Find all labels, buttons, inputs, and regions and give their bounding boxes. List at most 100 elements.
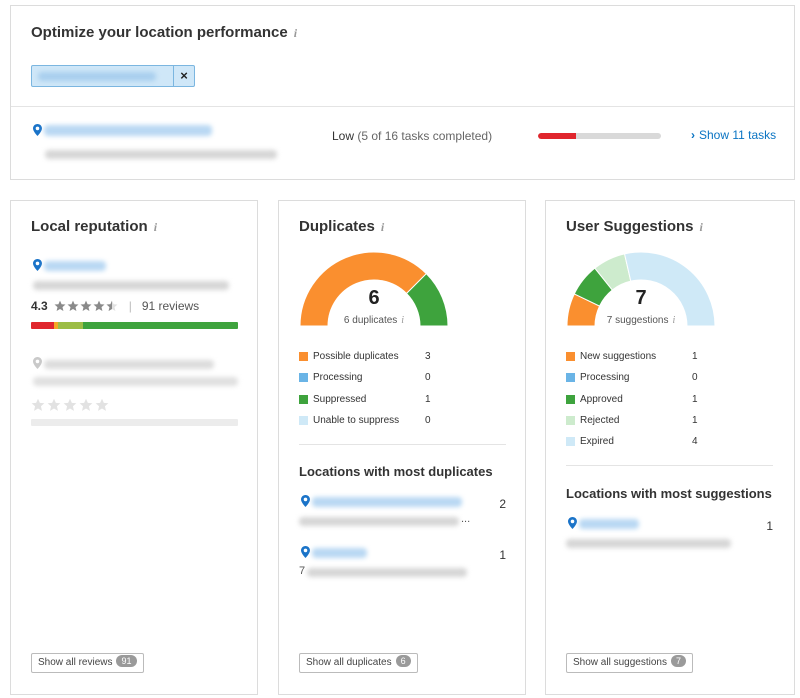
empty-rating-stars bbox=[31, 398, 111, 412]
legend-label: Suppressed bbox=[313, 393, 367, 405]
button-label: Show all duplicates bbox=[306, 657, 392, 668]
legend-label: Processing bbox=[580, 372, 630, 384]
legend-item: Unable to suppress 0 bbox=[299, 410, 449, 431]
address-prefix: 7 bbox=[299, 565, 306, 577]
legend-item: New suggestions 1 bbox=[566, 346, 716, 367]
legend-item: Processing 0 bbox=[566, 367, 716, 388]
legend-item: Approved 1 bbox=[566, 389, 716, 410]
legend-item: Rejected 1 bbox=[566, 410, 716, 431]
location-address-redacted bbox=[299, 517, 459, 526]
legend-value: 1 bbox=[692, 415, 698, 427]
duplicates-gauge: 6 6 duplicates i bbox=[299, 251, 449, 329]
gauge-total: 6 bbox=[368, 287, 380, 309]
rating-bar-segment bbox=[31, 322, 54, 329]
info-icon[interactable]: i bbox=[153, 220, 158, 234]
rating-bar-segment bbox=[82, 322, 238, 329]
gauge-caption-text: 6 duplicates bbox=[343, 315, 398, 326]
show-all-duplicates-button[interactable]: Show all duplicates 6 bbox=[299, 653, 418, 673]
card-title-text: Duplicates bbox=[299, 218, 375, 235]
location-name-redacted bbox=[312, 497, 462, 507]
map-pin-icon bbox=[33, 259, 42, 271]
gauge-segment bbox=[299, 251, 428, 327]
gauge-segment bbox=[623, 251, 716, 327]
count-badge: 91 bbox=[116, 655, 137, 667]
legend-swatch bbox=[299, 352, 308, 362]
info-icon[interactable]: i bbox=[401, 315, 405, 326]
duplicates-count: 1 bbox=[499, 548, 506, 562]
star-icon bbox=[31, 398, 45, 412]
legend-item: Expired 4 bbox=[566, 431, 716, 452]
location-address-redacted bbox=[33, 281, 229, 290]
show-all-reviews-button[interactable]: Show all reviews 91 bbox=[31, 653, 144, 673]
legend-swatch bbox=[299, 373, 308, 383]
button-label: Show all suggestions bbox=[573, 657, 667, 668]
legend-label: Expired bbox=[580, 436, 614, 448]
info-icon[interactable]: i bbox=[672, 315, 676, 326]
rating-distribution-bar bbox=[31, 322, 238, 329]
info-icon[interactable]: i bbox=[380, 220, 385, 234]
button-label: Show all reviews bbox=[38, 657, 113, 668]
show-all-suggestions-button[interactable]: Show all suggestions 7 bbox=[566, 653, 693, 673]
suggestions-legend: New suggestions 1 Processing 0 Approved 1 Reje… bbox=[566, 346, 716, 452]
legend-label: Rejected bbox=[580, 415, 620, 427]
legend-value: 1 bbox=[425, 393, 431, 405]
reviews-count: 91 reviews bbox=[141, 299, 200, 313]
star-icon bbox=[106, 300, 118, 312]
address-ellipsis: ... bbox=[461, 513, 471, 525]
user-suggestions-card: User Suggestions i 7 7 suggestions i New s… bbox=[545, 200, 795, 695]
map-pin-icon bbox=[33, 357, 42, 369]
chip-label-redacted bbox=[38, 72, 156, 81]
count-badge: 6 bbox=[395, 655, 411, 667]
panel-title: Optimize your location performance i bbox=[31, 24, 297, 41]
info-icon[interactable]: i bbox=[293, 26, 298, 40]
legend-swatch bbox=[566, 416, 575, 426]
star-icon bbox=[79, 398, 93, 412]
location-name-redacted[interactable] bbox=[44, 261, 106, 271]
legend-value: 4 bbox=[692, 436, 698, 448]
location-name-redacted[interactable] bbox=[44, 125, 212, 136]
rating-row: 4.3 | 91 reviews bbox=[31, 299, 199, 313]
section-title: Locations with most duplicates bbox=[299, 464, 493, 479]
map-pin-icon bbox=[301, 495, 310, 507]
map-pin-icon bbox=[301, 546, 310, 558]
count-badge: 7 bbox=[670, 655, 686, 667]
list-item[interactable]: 1 bbox=[566, 517, 773, 557]
suggestions-count: 1 bbox=[766, 519, 773, 533]
star-icon bbox=[93, 300, 105, 312]
legend-value: 3 bbox=[425, 351, 431, 363]
legend-value: 0 bbox=[692, 372, 698, 384]
legend-swatch bbox=[299, 416, 308, 426]
location-name-redacted[interactable] bbox=[44, 360, 214, 369]
location-name-redacted bbox=[312, 548, 367, 558]
card-title: Duplicates i bbox=[299, 218, 384, 235]
list-item[interactable]: ... 2 bbox=[299, 495, 506, 535]
legend-item: Possible duplicates 3 bbox=[299, 346, 449, 367]
close-icon[interactable]: × bbox=[173, 66, 194, 86]
location-name-redacted bbox=[579, 519, 639, 529]
duplicates-legend: Possible duplicates 3 Processing 0 Suppresse… bbox=[299, 346, 449, 431]
legend-value: 1 bbox=[692, 351, 698, 363]
map-pin-icon bbox=[33, 124, 42, 136]
task-progress-fill bbox=[538, 133, 577, 139]
status-level: Low bbox=[332, 129, 355, 143]
divider bbox=[11, 106, 794, 107]
legend-swatch bbox=[566, 394, 575, 404]
list-item[interactable]: 7 1 bbox=[299, 546, 506, 586]
location-address-redacted bbox=[307, 568, 467, 577]
separator: | bbox=[128, 299, 132, 313]
show-tasks-link[interactable]: › Show 11 tasks bbox=[691, 128, 776, 142]
duplicates-count: 2 bbox=[499, 497, 506, 511]
star-icon bbox=[95, 398, 109, 412]
info-icon[interactable]: i bbox=[699, 220, 703, 234]
card-title: User Suggestions i bbox=[566, 218, 703, 235]
legend-item: Suppressed 1 bbox=[299, 389, 449, 410]
legend-swatch bbox=[299, 394, 308, 404]
location-filter-chip[interactable]: × bbox=[31, 65, 195, 87]
panel-title-text: Optimize your location performance bbox=[31, 24, 288, 41]
location-address-redacted bbox=[566, 539, 731, 548]
empty-rating-bar bbox=[31, 419, 238, 426]
legend-swatch bbox=[566, 437, 575, 447]
status-text: Low (5 of 16 tasks completed) bbox=[332, 129, 492, 143]
gauge-total: 7 bbox=[635, 287, 647, 309]
legend-value: 1 bbox=[692, 393, 698, 405]
